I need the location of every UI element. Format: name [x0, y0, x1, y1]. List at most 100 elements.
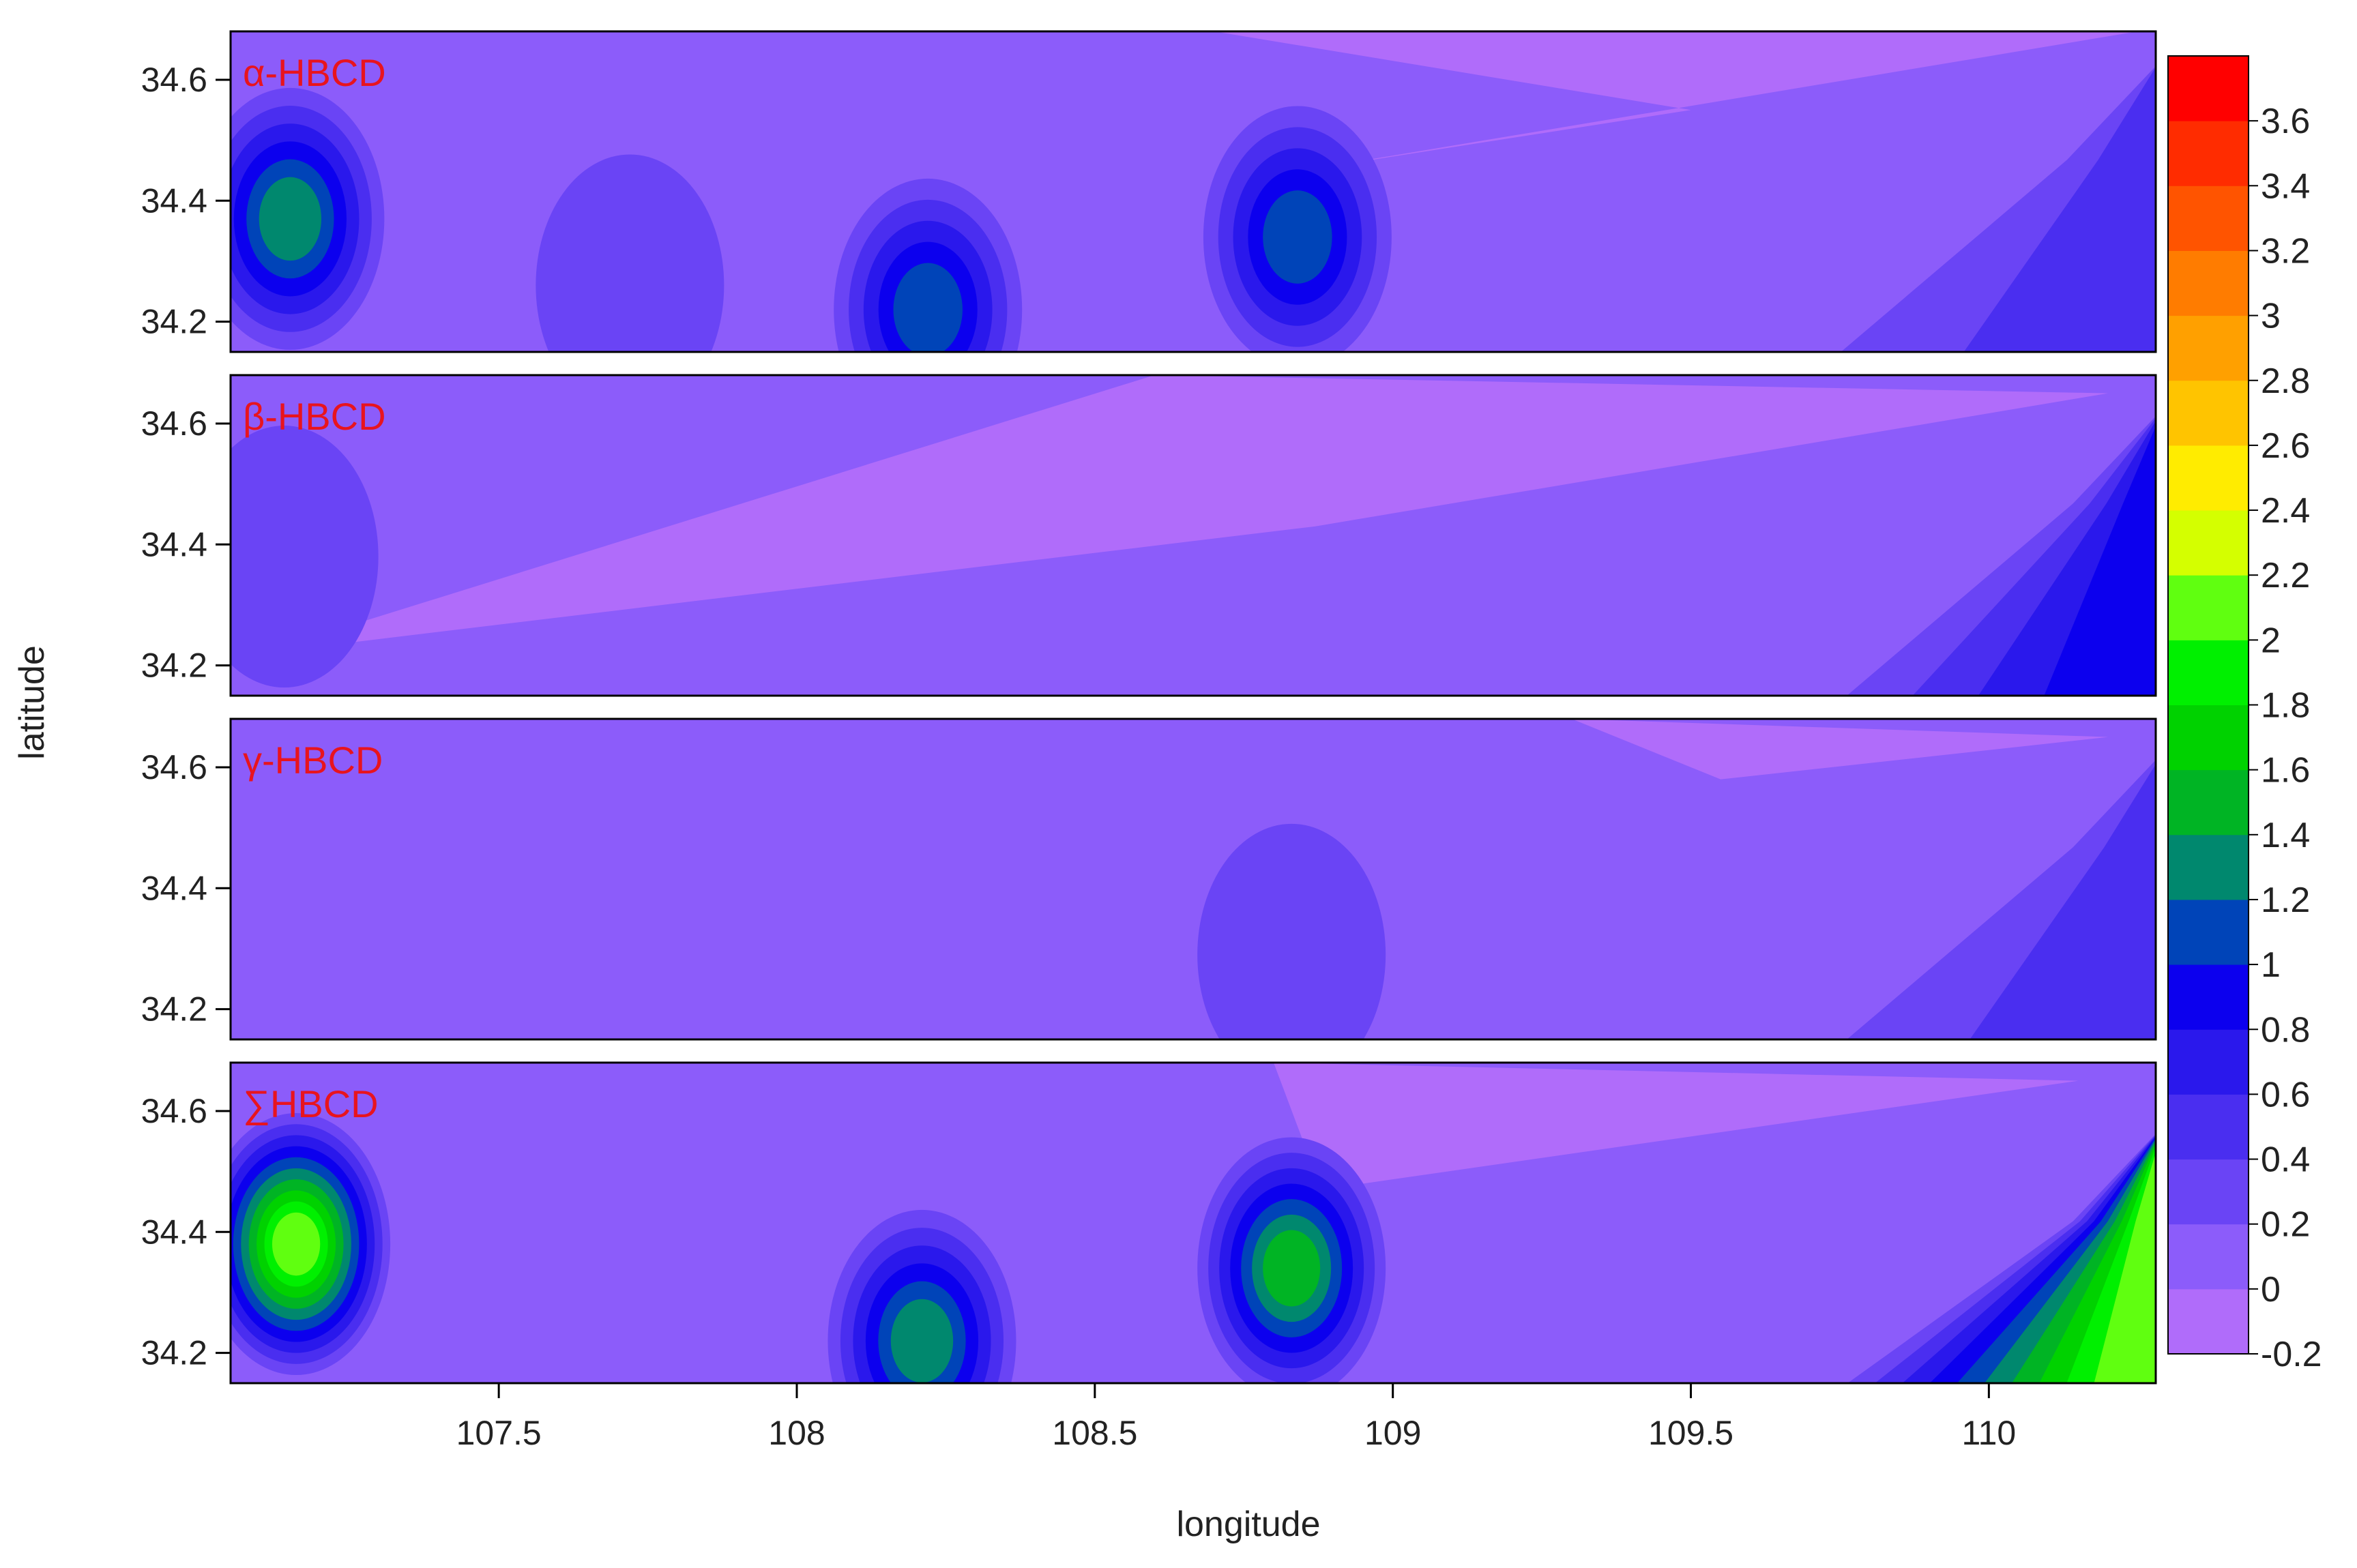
colorbar-segment	[2168, 510, 2249, 576]
colorbar-segment	[2168, 1159, 2249, 1225]
y-tick-label: 34.6	[141, 1092, 207, 1130]
colorbar-segment	[2168, 1094, 2249, 1160]
colorbar-tick-label: 0.4	[2261, 1140, 2310, 1180]
y-tick-label: 34.2	[141, 990, 207, 1029]
peak-contour	[1263, 1230, 1321, 1307]
colorbar-tick-label: 0	[2261, 1270, 2281, 1310]
edge-contour	[1970, 764, 2156, 1039]
x-tick-label: 109.5	[1648, 1414, 1733, 1452]
colorbar-tick-label: 2	[2261, 621, 2281, 660]
y-tick-label: 34.4	[141, 181, 207, 220]
colorbar-tick-label: 1.2	[2261, 881, 2310, 920]
panel-frame	[229, 30, 2157, 353]
contour-field	[231, 719, 2156, 1039]
contour-base	[231, 1063, 2156, 1383]
y-tick-label: 34.4	[141, 1213, 207, 1251]
x-axis: 107.5 108 108.5 109 109.5 110	[456, 1383, 2017, 1452]
x-axis-title: longitude	[1176, 1505, 1320, 1544]
low-region	[1571, 719, 2109, 780]
x-tick-label: 108	[768, 1414, 825, 1452]
colorbar-tick-label: 2.2	[2261, 556, 2310, 595]
colorbar-segment	[2168, 121, 2249, 186]
colorbar-segment	[2168, 769, 2249, 835]
edge-contour	[1963, 67, 2156, 352]
panel-label: ∑HBCD	[243, 1082, 379, 1125]
colorbar-tick-label: 3.6	[2261, 102, 2310, 141]
contour-panels: α-HBCD34.234.434.6β-HBCD34.234.434.6γ-HB…	[141, 30, 2157, 1385]
panel: β-HBCD 34.2 34.4 34.6	[141, 374, 2157, 697]
colorbar-segment	[2168, 315, 2249, 381]
colorbar-tick-label: 2.8	[2261, 361, 2310, 401]
contour-field	[231, 1063, 2156, 1383]
y-tick-label: 34.6	[141, 404, 207, 443]
peak-contour	[1263, 190, 1332, 284]
contour-field	[231, 31, 2156, 352]
colorbar-tick-label: 0.8	[2261, 1010, 2310, 1050]
peak-contour	[272, 1212, 321, 1276]
y-axis-title: latitude	[12, 645, 52, 760]
y-tick-label: 34.2	[141, 303, 207, 341]
colorbar-segment	[2168, 56, 2249, 121]
colorbar-tick-label: 3.4	[2261, 166, 2310, 206]
colorbar-segment	[2168, 640, 2249, 705]
x-tick-label: 109	[1364, 1414, 1421, 1452]
colorbar-tick-label: 0.2	[2261, 1205, 2310, 1245]
peak-contour	[536, 154, 724, 352]
panel-label: γ-HBCD	[243, 739, 383, 782]
colorbar-segment	[2168, 250, 2249, 316]
low-region	[260, 375, 2109, 653]
contour-base	[231, 719, 2156, 1039]
peak-contour	[259, 177, 322, 261]
low-region	[1273, 1063, 2079, 1190]
colorbar-tick-label: 2.6	[2261, 426, 2310, 466]
panel: ∑HBCD 34.2 34.4 34.6	[141, 1061, 2157, 1385]
y-tick-label: 34.6	[141, 748, 207, 786]
panel-frame	[229, 1061, 2157, 1385]
colorbar-segment	[2168, 964, 2249, 1030]
colorbar-segment	[2168, 575, 2249, 640]
colorbar-tick-label: 3.2	[2261, 231, 2310, 271]
colorbar-segment	[2168, 834, 2249, 900]
colorbar-tick-label: 1	[2261, 945, 2281, 985]
colorbar-segment	[2168, 705, 2249, 771]
colorbar-segment	[2168, 1288, 2249, 1355]
x-tick-label: 110	[1962, 1414, 2017, 1452]
colorbar-tick-label: 0.6	[2261, 1075, 2310, 1114]
edge-contour	[2044, 426, 2156, 696]
peak-contour	[231, 426, 379, 687]
contour-field	[231, 375, 2156, 696]
y-tick-label: 34.4	[141, 869, 207, 907]
colorbar-tick-label: 2.4	[2261, 491, 2310, 531]
colorbar-segment	[2168, 899, 2249, 965]
y-tick-label: 34.4	[141, 525, 207, 563]
colorbar-segment	[2168, 186, 2249, 251]
peak-contour	[1197, 823, 1386, 1039]
colorbar-segment	[2168, 445, 2249, 511]
panel-frame	[229, 374, 2157, 697]
colorbar-tick-label: -0.2	[2261, 1335, 2322, 1374]
colorbar: -0.2 0 0.2 0.4 0.6 0.8 1 1.2 1.4 1.6 1.8 2 2.2 2.4 2.6…	[2167, 55, 2322, 1374]
colorbar-tick-label: 1.8	[2261, 686, 2310, 726]
panel: α-HBCD 34.2 34.4 34.6	[141, 30, 2157, 353]
contour-base	[231, 31, 2156, 352]
colorbar-segment	[2168, 380, 2249, 446]
colorbar-tick-label: 1.6	[2261, 751, 2310, 790]
y-tick-label: 34.6	[141, 61, 207, 99]
edge-contour	[2094, 1152, 2156, 1383]
x-tick-label: 107.5	[456, 1414, 542, 1452]
panel: γ-HBCD 34.2 34.4 34.6	[141, 718, 2157, 1041]
low-region	[1214, 31, 2138, 171]
colorbar-tick-label: 3	[2261, 297, 2281, 336]
colorbar-segment	[2168, 1029, 2249, 1095]
colorbar-tick-label: 1.4	[2261, 816, 2310, 855]
y-tick-label: 34.2	[141, 1334, 207, 1372]
peak-contour	[893, 263, 963, 352]
peak-contour	[890, 1299, 954, 1383]
panel-frame	[229, 718, 2157, 1041]
panel-label: β-HBCD	[243, 395, 386, 438]
colorbar-segment	[2168, 1224, 2249, 1290]
panel-label: α-HBCD	[243, 51, 386, 94]
y-tick-label: 34.2	[141, 647, 207, 685]
x-tick-label: 108.5	[1052, 1414, 1137, 1452]
